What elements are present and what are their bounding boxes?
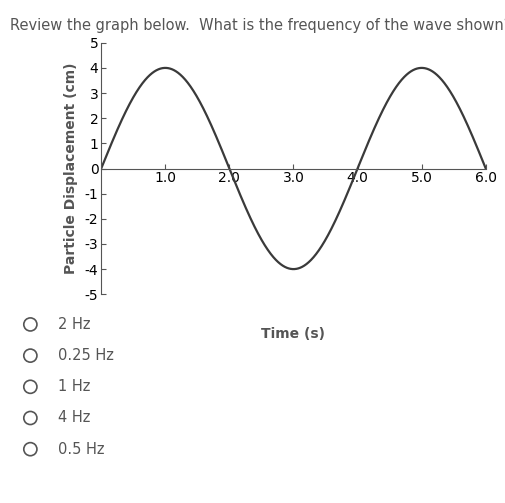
Text: Review the graph below.  What is the frequency of the wave shown?: Review the graph below. What is the freq… xyxy=(10,18,505,33)
Text: 4 Hz: 4 Hz xyxy=(58,410,90,426)
Y-axis label: Particle Displacement (cm): Particle Displacement (cm) xyxy=(64,63,78,274)
Text: 0.25 Hz: 0.25 Hz xyxy=(58,348,114,363)
Text: 1 Hz: 1 Hz xyxy=(58,379,90,394)
Text: 0.5 Hz: 0.5 Hz xyxy=(58,442,105,457)
Text: 2 Hz: 2 Hz xyxy=(58,317,90,332)
X-axis label: Time (s): Time (s) xyxy=(261,327,325,341)
